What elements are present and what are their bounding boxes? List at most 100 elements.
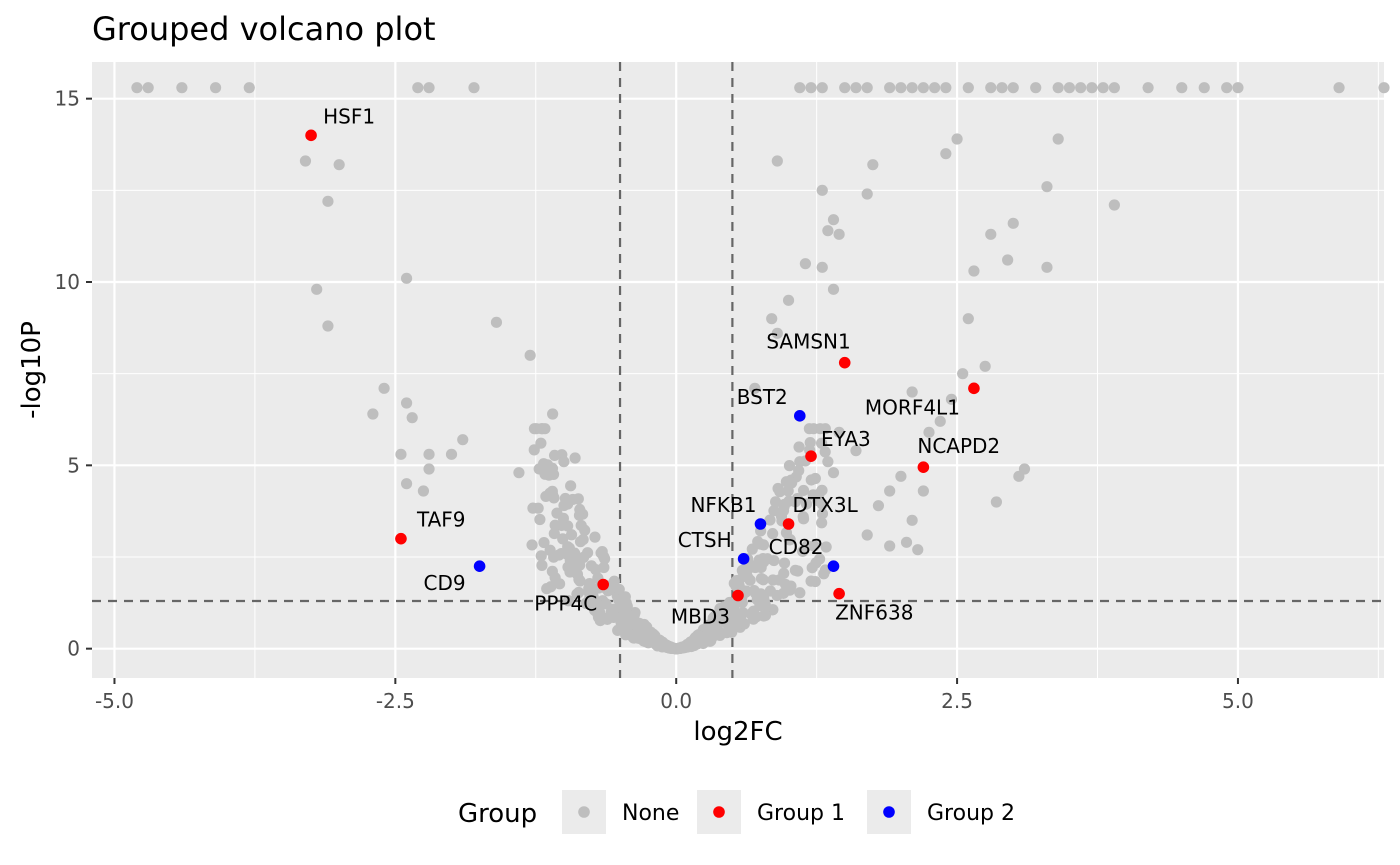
x-tick-label: 5.0	[1222, 689, 1254, 713]
legend-label: Group 1	[757, 801, 845, 826]
point-none-dense	[819, 446, 831, 458]
point-none-dense	[759, 609, 772, 621]
gene-label: HSF1	[323, 104, 375, 128]
point-none	[934, 415, 946, 427]
point-none-dense	[634, 630, 646, 642]
point-none	[805, 82, 817, 94]
point-none	[822, 456, 834, 468]
point-none	[749, 382, 761, 394]
point-none-dense	[546, 565, 558, 577]
legend-items: None Group 1 Group 2	[562, 790, 1015, 834]
gene-label: CD9	[424, 571, 466, 595]
point-none	[833, 426, 845, 438]
point-none	[940, 82, 952, 94]
point-none	[333, 159, 345, 171]
point-none-dense	[789, 564, 801, 576]
point-none-dense	[597, 612, 609, 624]
point-none	[524, 349, 536, 361]
point-none-dense	[528, 423, 541, 435]
point-none-dense	[769, 496, 782, 508]
point-none	[794, 82, 806, 94]
point-none	[771, 327, 783, 339]
point-group-1	[305, 129, 317, 142]
point-none-dense	[540, 490, 552, 503]
point-none	[979, 360, 991, 372]
point-none	[872, 500, 885, 512]
point-group-2	[473, 560, 486, 572]
point-none-dense	[733, 579, 745, 592]
point-none	[929, 82, 941, 94]
point-none	[827, 283, 840, 295]
point-none-dense	[783, 534, 795, 546]
point-none-dense	[806, 562, 818, 574]
point-none	[243, 82, 255, 94]
point-none-dense	[565, 480, 577, 492]
point-none	[766, 313, 778, 325]
point-none	[968, 265, 980, 277]
point-none-dense	[791, 493, 804, 505]
point-none	[176, 82, 188, 94]
point-none	[906, 386, 918, 398]
gene-label: CD82	[769, 535, 824, 559]
point-none-dense	[535, 437, 547, 449]
point-none	[917, 485, 929, 497]
point-none	[861, 529, 873, 541]
point-none	[839, 82, 851, 94]
x-tick-label: 2.5	[941, 689, 973, 713]
point-none-dense	[710, 613, 722, 625]
point-none	[400, 478, 413, 490]
point-none	[209, 82, 222, 94]
point-none	[1002, 254, 1014, 266]
point-none-dense	[797, 484, 810, 497]
y-tick-label: 10	[55, 270, 80, 294]
point-none	[490, 316, 503, 328]
point-none-dense	[816, 517, 828, 529]
legend: Group None Group 1 Group 2	[458, 790, 1015, 834]
point-none	[990, 496, 1003, 508]
point-none	[912, 544, 924, 556]
point-none	[962, 82, 974, 94]
point-none-dense	[731, 619, 743, 631]
point-none-dense	[536, 423, 548, 435]
point-none	[816, 82, 828, 94]
point-none-dense	[538, 536, 550, 549]
point-none	[945, 393, 958, 405]
point-group-1	[917, 461, 930, 473]
point-none-dense	[595, 547, 607, 559]
point-none	[827, 214, 840, 226]
point-none-dense	[554, 578, 566, 590]
point-none-dense	[744, 574, 756, 586]
point-none-dense	[684, 636, 697, 648]
point-none-dense	[548, 527, 560, 540]
point-none-dense	[534, 513, 546, 526]
point-none	[142, 82, 154, 94]
point-none	[468, 82, 480, 94]
point-group-1	[395, 532, 407, 545]
point-none	[957, 368, 969, 380]
point-none-dense	[764, 514, 776, 526]
point-none	[906, 82, 918, 94]
point-none-dense	[720, 616, 732, 628]
gene-label: BST2	[737, 385, 788, 409]
point-none	[299, 155, 312, 167]
point-none-dense	[545, 581, 557, 593]
x-axis-title: log2FC	[693, 717, 782, 747]
point-none	[378, 382, 390, 394]
gene-labels: HSF1 TAF9 PPP4C SAMSN1 MORF4L1 EYA3 NCAPD2 DTX3…	[323, 104, 1000, 628]
point-group-2	[737, 553, 750, 565]
y-tick-label: 5	[67, 453, 80, 477]
point-none-dense	[750, 611, 762, 623]
point-none	[1041, 181, 1053, 193]
point-none-dense	[573, 555, 585, 567]
point-none	[884, 82, 896, 94]
gene-label: SAMSN1	[766, 330, 850, 354]
gene-label: MORF4L1	[865, 395, 960, 419]
point-none-dense	[590, 564, 602, 576]
point-none	[850, 82, 862, 94]
point-none-dense	[803, 423, 815, 435]
point-none	[1108, 82, 1120, 94]
point-none	[940, 148, 952, 160]
point-none-dense	[574, 536, 587, 548]
point-none-dense	[562, 541, 574, 553]
